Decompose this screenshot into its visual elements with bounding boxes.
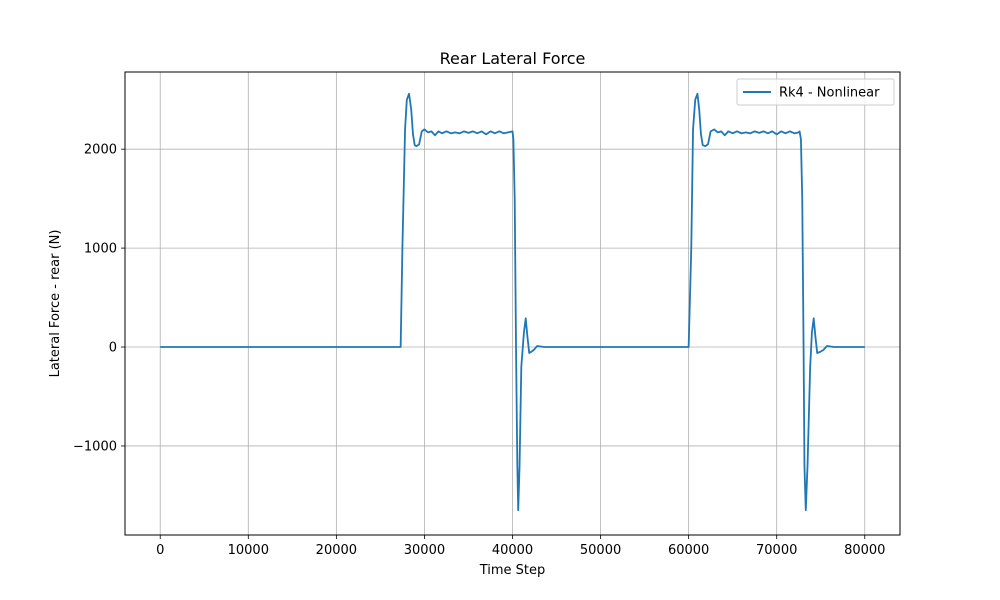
- series-line-0: [160, 92, 865, 512]
- x-tick-label: 20000: [316, 543, 357, 558]
- x-tick-label: 30000: [404, 543, 445, 558]
- x-tick-label: 60000: [668, 543, 709, 558]
- plot-lines: [160, 92, 865, 512]
- y-tick-label: 1000: [84, 242, 117, 257]
- x-tick-label: 40000: [492, 543, 533, 558]
- legend: Rk4 - Nonlinear: [736, 78, 895, 106]
- grid: [125, 72, 900, 535]
- x-tick-label: 80000: [844, 543, 885, 558]
- legend-label: Rk4 - Nonlinear: [779, 86, 880, 101]
- chart-title: Rear Lateral Force: [440, 49, 586, 68]
- y-tick-label: 0: [109, 341, 117, 356]
- y-tick-label: −1000: [73, 439, 117, 454]
- y-axis-title: Lateral Force - rear (N): [48, 230, 63, 378]
- x-axis-title: Time Step: [479, 563, 546, 578]
- legend-box: [736, 78, 895, 106]
- x-tick-label: 0: [156, 543, 164, 558]
- x-tick-label: 10000: [228, 543, 269, 558]
- axis-ticks: 0 10000 20000 30000 40000 50000 60000 70000 8000…: [73, 143, 885, 558]
- x-tick-label: 50000: [580, 543, 621, 558]
- x-tick-label: 70000: [756, 543, 797, 558]
- y-tick-label: 2000: [84, 143, 117, 158]
